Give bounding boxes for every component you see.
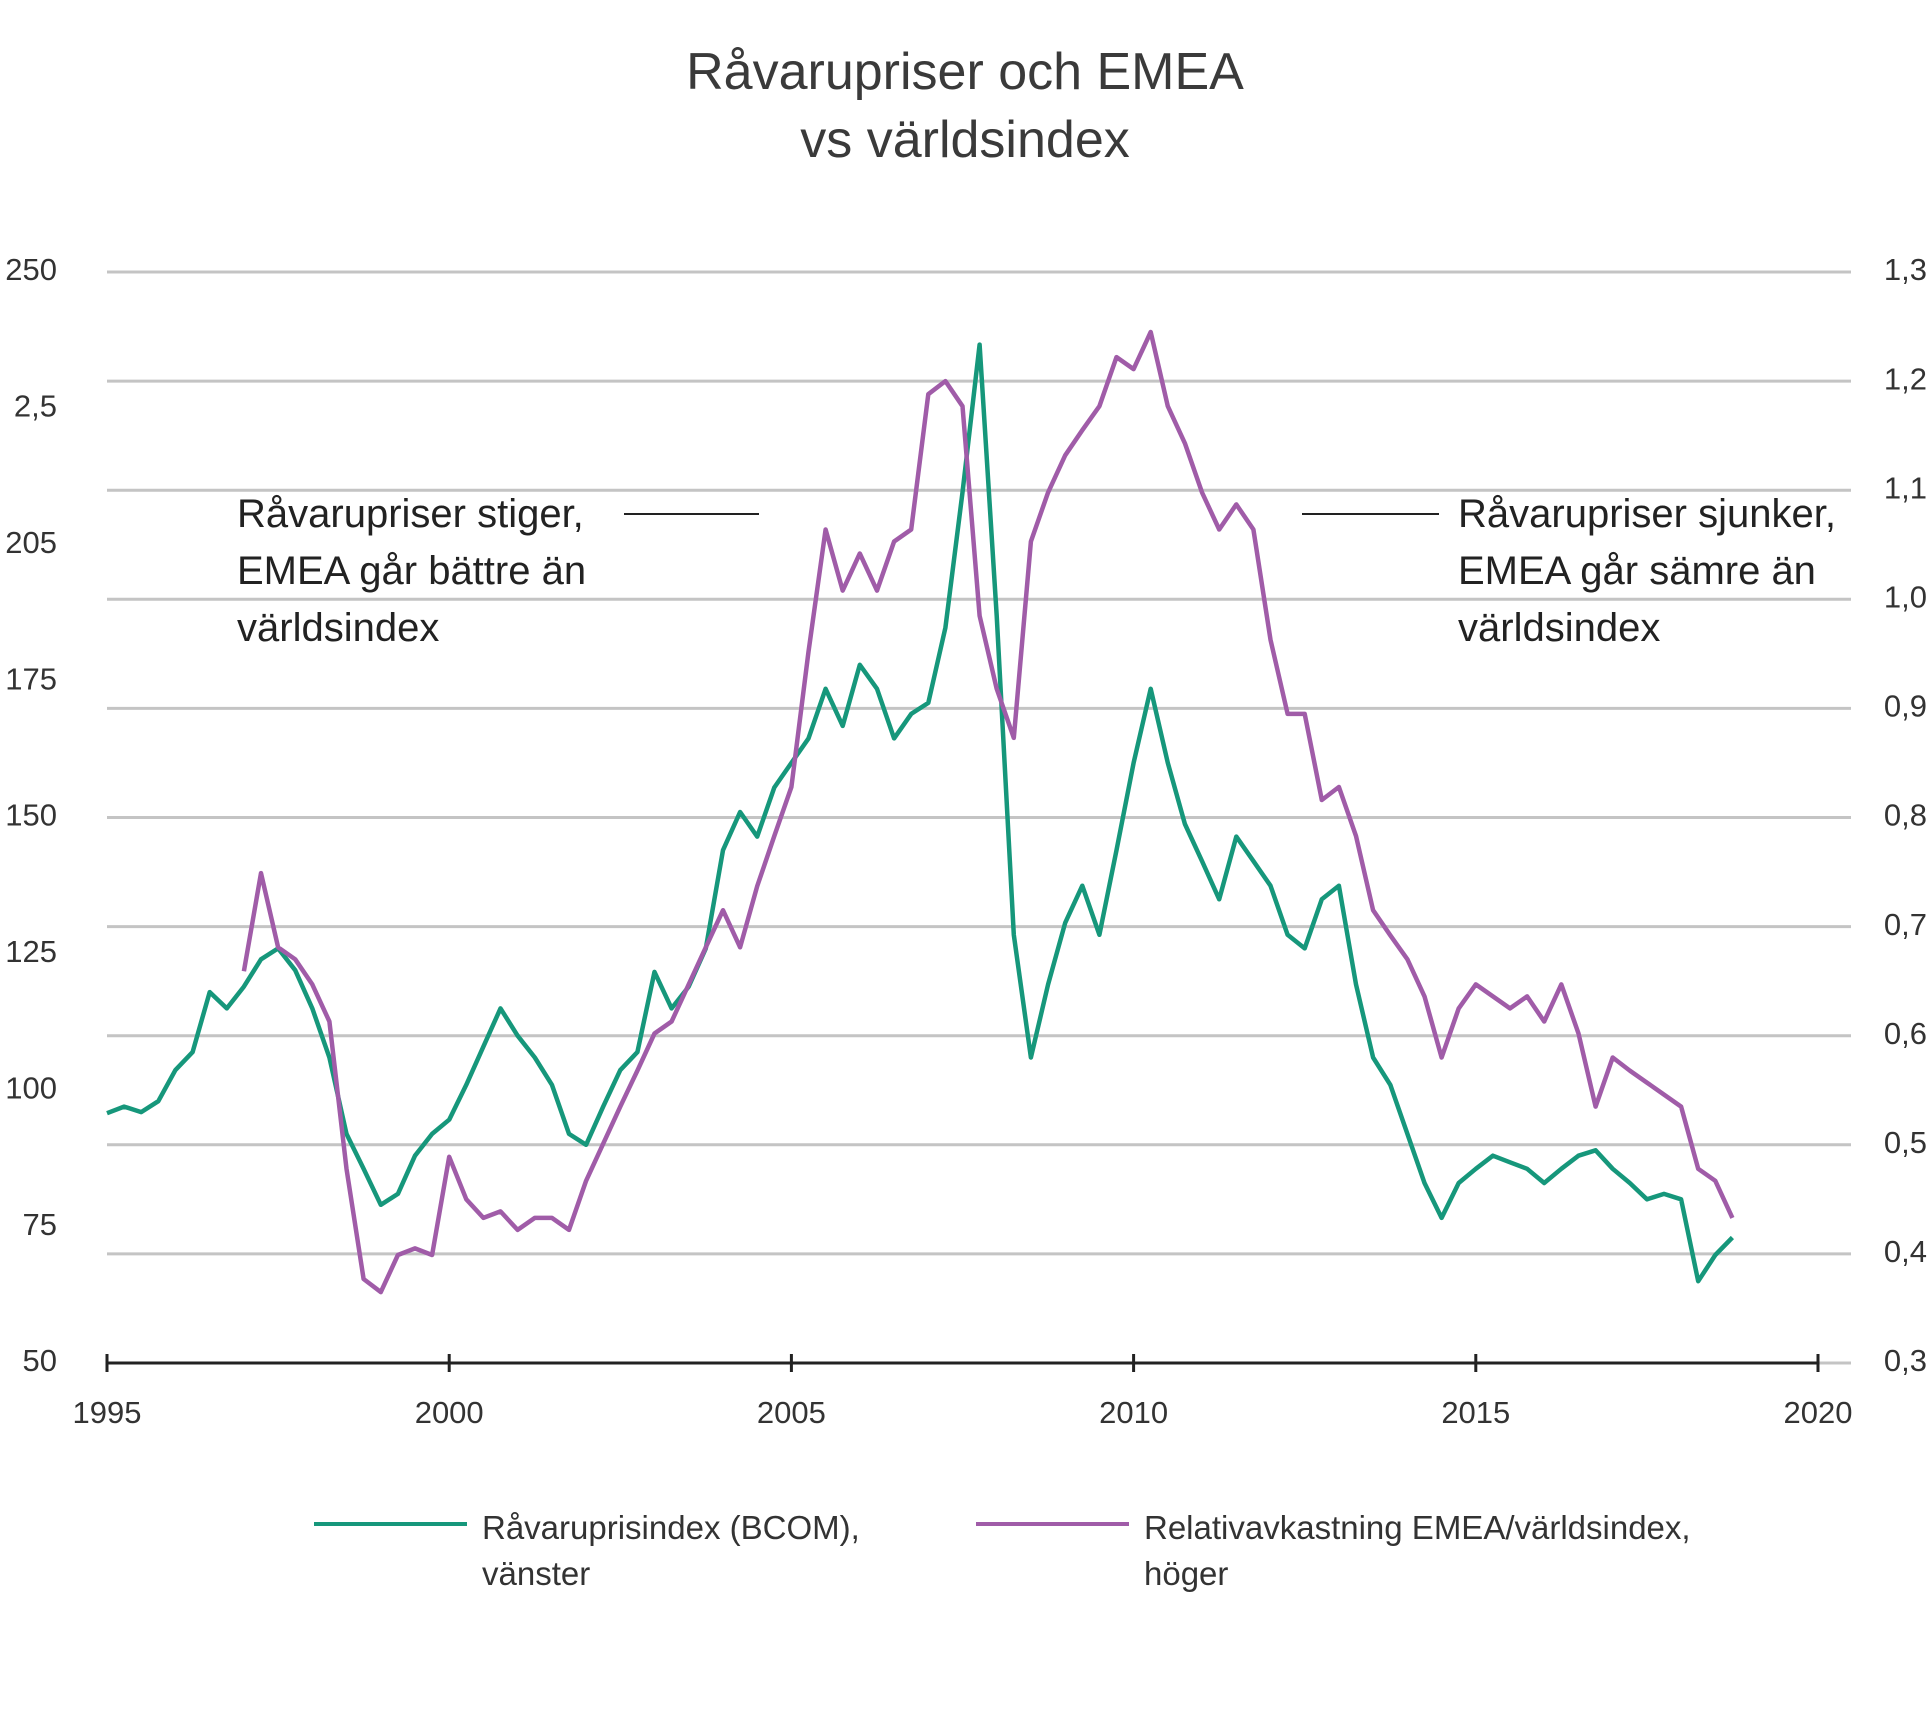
y-tick-label: 250 [5,252,57,287]
y2-tick-label: 1,1 [1884,470,1927,505]
y-tick-label: 50 [23,1343,57,1378]
x-tick-label: 1995 [73,1395,142,1430]
x-tick-label: 2010 [1099,1395,1168,1430]
y2-tick-label: 0,7 [1884,907,1927,942]
y2-tick-label: 0,3 [1884,1343,1927,1378]
x-tick-label: 2020 [1784,1395,1853,1430]
x-tick-label: 2015 [1441,1395,1510,1430]
data-line [241,329,1735,1295]
y2-tick-label: 0,5 [1884,1125,1927,1160]
y-tick-label: 205 [5,525,57,560]
x-tick-label: 2000 [415,1395,484,1430]
legend-label: Relativavkastning EMEA/världsindex, höge… [1144,1509,1691,1592]
y-tick-label: 125 [5,934,57,969]
legend-swatch [976,1522,1129,1526]
y-tick-label: 2,5 [14,389,57,424]
data-line [106,342,1735,1284]
x-tick-label: 2005 [757,1395,826,1430]
y-tick-label: 175 [5,661,57,696]
y-tick-label: 150 [5,798,57,833]
chart-title: Råvarupriser och EMEA vs världsindex [686,43,1244,169]
legend-label: Råvaruprisindex (BCOM), vänster [482,1509,860,1592]
y2-tick-label: 1,2 [1884,361,1927,396]
annotation: Råvarupriser sjunker, EMEA går sämre än … [1458,492,1836,650]
y2-tick-label: 0,6 [1884,1016,1927,1051]
y2-tick-label: 1,0 [1884,579,1927,614]
y2-tick-label: 1,3 [1884,252,1927,287]
y-tick-label: 100 [5,1070,57,1105]
legend-swatch [314,1522,467,1526]
y-tick-label: 75 [23,1207,57,1242]
y2-tick-label: 0,8 [1884,798,1927,833]
annotation: Råvarupriser stiger, EMEA går bättre än … [237,492,587,650]
y2-tick-label: 0,9 [1884,689,1927,724]
y2-tick-label: 0,4 [1884,1234,1927,1269]
